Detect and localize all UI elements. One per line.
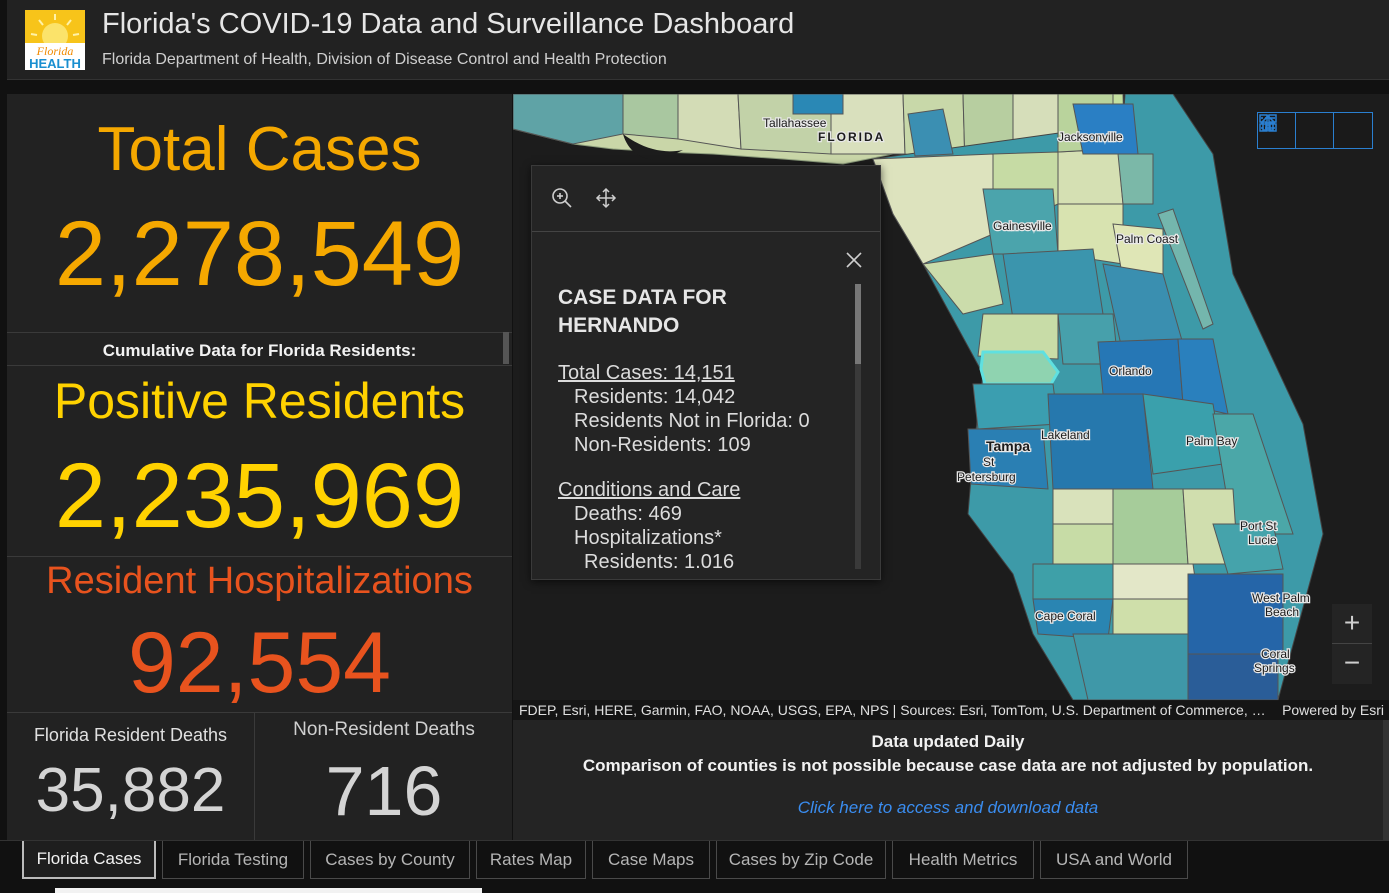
tab-florida-testing[interactable]: Florida Testing (162, 841, 304, 879)
divider (7, 556, 512, 557)
popup-residents-not-in-fl: Residents Not in Florida: 0 (574, 410, 810, 432)
stats-panel: Total Cases 2,278,549 Cumulative Data fo… (7, 94, 512, 841)
hospitalizations-value: 92,554 (127, 615, 392, 711)
popup-conditions-heading: Conditions and Care (558, 479, 741, 501)
city-label-tallahassee: Tallahassee (763, 116, 827, 130)
nonresident-deaths-value: 716 (325, 752, 443, 830)
resident-deaths-label: Florida Resident Deaths (33, 725, 228, 745)
tab-cases-by-county[interactable]: Cases by County (310, 841, 470, 879)
info-scrollbar[interactable] (1383, 720, 1389, 840)
tab-health-metrics[interactable]: Health Metrics (892, 841, 1034, 879)
popup-deaths: Deaths: 469 (574, 503, 682, 525)
tab-cases-by-zip[interactable]: Cases by Zip Code (716, 841, 886, 879)
dashboard-subtitle: Florida Department of Health, Division o… (102, 51, 667, 68)
hospitalizations-label: Resident Hospitalizations (46, 560, 473, 602)
popup-content: CASE DATA FOR HERNANDO Total Cases: 14,1… (558, 284, 848, 568)
svg-text:Florida: Florida (36, 44, 74, 58)
basemap-gallery-button[interactable] (1259, 113, 1372, 148)
panel-scrollbar[interactable] (503, 332, 509, 364)
positive-residents-label: Positive Residents (53, 373, 466, 429)
city-label-springs: Springs (1254, 661, 1295, 675)
popup-residents: Residents: 14,042 (574, 386, 736, 408)
comparison-note: Comparison of counties is not possible b… (582, 756, 1314, 775)
zoom-in-button[interactable]: + (1332, 604, 1372, 644)
city-label-gainesville: Gainesville (993, 219, 1052, 233)
cumulative-label: Cumulative Data for Florida Residents: (102, 341, 417, 360)
tab-bar: Florida Cases Florida Testing Cases by C… (0, 840, 1389, 893)
city-label-st: St (983, 455, 995, 469)
info-panel: Data updated Daily Comparison of countie… (513, 720, 1383, 840)
zoom-out-button[interactable]: − (1343, 647, 1361, 678)
resident-deaths-value: 35,882 (35, 756, 226, 825)
popup-non-residents: Non-Residents: 109 (574, 434, 751, 456)
popup-title: CASE DATA FOR HERNANDO (558, 286, 727, 337)
header-bar: Florida HEALTH Florida's COVID-19 Data a… (7, 0, 1389, 80)
update-note: Data updated Daily (871, 732, 1025, 751)
popup-total-cases: Total Cases: 14,151 (558, 362, 735, 384)
popup-toolbar (532, 166, 880, 232)
zoom-to-icon[interactable] (550, 186, 574, 210)
city-label-cape-coral: Cape Coral (1035, 609, 1096, 623)
close-icon[interactable] (842, 248, 866, 272)
window-scrollbar[interactable] (55, 888, 482, 893)
attribution-text[interactable]: FDEP, Esri, HERE, Garmin, FAO, NOAA, USG… (519, 702, 1267, 718)
tab-usa-and-world[interactable]: USA and World (1040, 841, 1188, 879)
city-label-west-palm: West Palm (1252, 591, 1310, 605)
dashboard-title: Florida's COVID-19 Data and Surveillance… (102, 8, 795, 40)
popup-hosp-residents: Residents: 1,016 (584, 551, 735, 568)
resident-deaths-card: Florida Resident Deaths 35,882 (7, 713, 255, 841)
tab-florida-cases[interactable]: Florida Cases (22, 841, 156, 879)
nonresident-deaths-label: Non-Resident Deaths (293, 719, 475, 740)
total-cases-label: Total Cases (97, 115, 422, 184)
florida-map-graphic: Tallahassee FLORIDA Jacksonville Gainesv… (513, 94, 1389, 720)
tab-case-maps[interactable]: Case Maps (592, 841, 710, 879)
move-icon[interactable] (594, 186, 618, 210)
city-label-coral: Coral (1261, 647, 1290, 661)
city-label-palm-coast: Palm Coast (1116, 232, 1179, 246)
florida-health-logo: Florida HEALTH (25, 10, 85, 70)
popup-scroll-thumb[interactable] (855, 284, 861, 364)
city-label-tampa: Tampa (986, 438, 1030, 454)
county-popup: CASE DATA FOR HERNANDO Total Cases: 14,1… (531, 165, 881, 580)
popup-hospitalizations: Hospitalizations* (574, 527, 722, 549)
divider (7, 332, 512, 333)
basemap-gallery-icon (1259, 114, 1277, 132)
deaths-row: Florida Resident Deaths 35,882 Non-Resid… (7, 712, 512, 841)
nonresident-deaths-card: Non-Resident Deaths 716 (256, 713, 512, 841)
map-attribution: FDEP, Esri, HERE, Garmin, FAO, NOAA, USG… (513, 700, 1389, 720)
divider (7, 365, 512, 366)
city-label-beach: Beach (1265, 605, 1299, 619)
tab-rates-map[interactable]: Rates Map (476, 841, 586, 879)
positive-residents-value: 2,235,969 (54, 445, 465, 547)
city-label-orlando: Orlando (1109, 364, 1152, 378)
popup-scrollbar[interactable] (855, 284, 861, 569)
svg-text:HEALTH: HEALTH (29, 56, 81, 70)
city-label-lucie: Lucie (1248, 533, 1277, 547)
total-cases-value: 2,278,549 (54, 203, 465, 305)
city-label-lakeland: Lakeland (1041, 428, 1090, 442)
download-data-link[interactable]: Click here to access and download data (797, 798, 1099, 817)
city-label-petersburg: Petersburg (957, 470, 1016, 484)
powered-by-esri[interactable]: Powered by Esri (1282, 702, 1384, 718)
state-label: FLORIDA (818, 130, 885, 144)
city-label-port-st: Port St (1240, 519, 1277, 533)
city-label-jacksonville: Jacksonville (1058, 130, 1123, 144)
zoom-controls: + − (1332, 604, 1372, 684)
legend-button[interactable] (1261, 113, 1334, 148)
city-label-palm-bay: Palm Bay (1186, 434, 1237, 448)
map-toolbar (1257, 112, 1373, 149)
